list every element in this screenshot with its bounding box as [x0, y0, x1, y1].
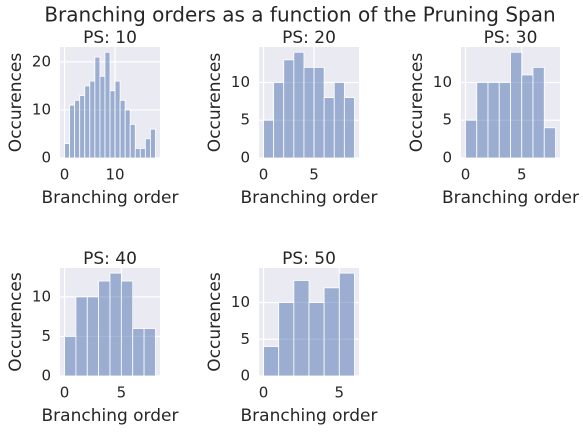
- x-tick-label: 0: [259, 166, 269, 184]
- bar: [120, 280, 134, 377]
- bar: [132, 328, 145, 377]
- y-tick-label: 0: [41, 367, 51, 385]
- subplot: 0 5 0 5 10 PS: 50 Branching order Occurences: [205, 249, 378, 426]
- x-axis-label: Branching order: [42, 188, 179, 208]
- bar: [124, 109, 131, 159]
- bar: [308, 302, 325, 377]
- bar: [98, 280, 111, 377]
- subplot: 0 10 0 10 20 PS: 10 Branching order Occurences: [6, 28, 179, 208]
- y-tick-label: 10: [32, 287, 51, 305]
- x-tick-label: 5: [335, 384, 345, 402]
- y-axis-label: Occurences: [6, 272, 26, 372]
- subplot-title: PS: 30: [484, 28, 538, 48]
- bar: [487, 82, 500, 159]
- y-axis-label: Occurences: [407, 53, 427, 153]
- bar: [109, 90, 116, 159]
- bar: [134, 147, 141, 159]
- y-tick-label: 0: [41, 149, 51, 167]
- x-axis-label: Branching order: [442, 188, 579, 208]
- bar: [69, 104, 76, 159]
- bar: [74, 99, 81, 159]
- bar: [144, 138, 151, 159]
- y-tick-label: 0: [240, 149, 250, 167]
- bar: [273, 82, 285, 159]
- bar: [64, 143, 70, 159]
- y-tick-label: 5: [240, 111, 250, 129]
- bar: [263, 346, 280, 377]
- suptitle: Branching orders as a function of the Pr…: [44, 3, 555, 27]
- bar: [114, 80, 121, 159]
- bar: [64, 336, 77, 377]
- bar: [333, 82, 345, 159]
- bar: [119, 99, 126, 159]
- bar: [129, 123, 136, 159]
- bar: [543, 127, 556, 159]
- y-tick-label: 5: [41, 327, 51, 345]
- subplot-title: PS: 50: [282, 249, 336, 269]
- bar: [532, 66, 545, 159]
- bar: [150, 128, 156, 159]
- bar: [343, 97, 355, 159]
- y-axis-label: Occurences: [205, 53, 225, 153]
- y-tick-label: 10: [231, 73, 250, 91]
- bar: [323, 97, 335, 159]
- bar: [283, 59, 295, 159]
- bar: [313, 66, 325, 159]
- x-tick-label: 0: [259, 384, 269, 402]
- y-tick-label: 0: [442, 149, 452, 167]
- y-tick-label: 5: [240, 330, 250, 348]
- bar: [263, 119, 275, 159]
- bar: [293, 280, 310, 377]
- bar: [104, 51, 111, 159]
- subplot-title: PS: 20: [282, 28, 336, 48]
- x-tick-label: 5: [517, 166, 527, 184]
- bar: [278, 302, 295, 377]
- y-axis-label: Occurences: [6, 53, 26, 153]
- bar: [498, 82, 511, 159]
- bar: [303, 66, 315, 159]
- x-tick-label: 0: [60, 166, 70, 184]
- x-tick-label: 0: [461, 166, 471, 184]
- subplot-title: PS: 40: [83, 249, 137, 269]
- bar: [465, 119, 478, 159]
- x-axis-label: Branching order: [241, 406, 378, 426]
- subplot: 0 5 0 5 10 PS: 20 Branching order Occurences: [205, 28, 378, 208]
- bar: [109, 272, 122, 377]
- bar: [89, 80, 96, 159]
- bar: [143, 328, 156, 377]
- bar: [521, 74, 534, 159]
- bar: [86, 296, 100, 377]
- bar: [476, 82, 489, 159]
- y-tick-label: 5: [442, 111, 452, 129]
- y-axis-label: Occurences: [205, 272, 225, 372]
- x-axis-label: Branching order: [42, 406, 179, 426]
- bar: [75, 296, 88, 377]
- subplot-title: PS: 10: [83, 28, 137, 48]
- y-tick-label: 10: [231, 293, 250, 311]
- x-axis-label: Branching order: [241, 188, 378, 208]
- bar: [94, 56, 101, 159]
- bar: [323, 287, 340, 377]
- subplot: 0 5 0 5 10 PS: 40 Branching order Occurences: [6, 249, 179, 426]
- bar: [338, 272, 355, 377]
- x-tick-label: 0: [60, 384, 70, 402]
- subplot: 0 5 0 5 10 PS: 30 Branching order Occurences: [407, 28, 579, 208]
- y-tick-label: 0: [240, 367, 250, 385]
- bar: [99, 75, 106, 159]
- bar: [139, 147, 146, 159]
- y-tick-label: 10: [433, 73, 452, 91]
- y-tick-label: 10: [32, 100, 51, 118]
- x-tick-label: 5: [117, 384, 127, 402]
- y-tick-label: 20: [32, 52, 51, 70]
- bar: [79, 95, 86, 159]
- x-tick-label: 5: [309, 166, 319, 184]
- bar: [293, 51, 305, 159]
- bar: [510, 51, 523, 159]
- bar: [84, 85, 91, 159]
- x-tick-label: 10: [106, 166, 125, 184]
